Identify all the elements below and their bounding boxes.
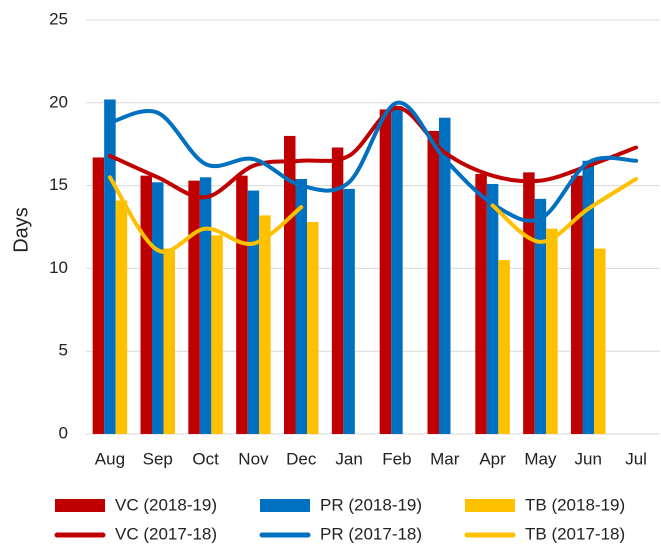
legend-label: TB (2018-19) — [525, 495, 625, 514]
bar — [259, 215, 271, 434]
line — [490, 176, 639, 244]
bar — [199, 177, 212, 434]
bar — [92, 157, 105, 434]
y-tick-label: 20 — [49, 92, 68, 111]
bar — [571, 175, 583, 434]
legend-label: VC (2018-19) — [115, 495, 217, 514]
x-tick-label: Jul — [625, 449, 647, 468]
bar — [498, 260, 510, 434]
x-tick-label: Nov — [238, 449, 269, 468]
legend-swatch — [260, 499, 310, 512]
bar — [331, 147, 344, 434]
x-tick-label: Sep — [143, 449, 173, 468]
line — [107, 175, 304, 254]
bar — [104, 99, 116, 434]
bar — [247, 190, 260, 434]
bar — [211, 235, 223, 434]
y-tick-label: 5 — [59, 341, 68, 360]
bar — [523, 172, 535, 435]
bar — [343, 188, 355, 434]
bar — [486, 183, 499, 434]
bar — [140, 175, 152, 434]
legend-label: PR (2018-19) — [320, 495, 422, 514]
line — [107, 105, 639, 200]
legend-swatch — [55, 499, 105, 512]
x-tick-label: Mar — [430, 449, 460, 468]
bar — [427, 130, 439, 434]
x-tick-label: Jun — [575, 449, 602, 468]
y-tick-label: 10 — [49, 258, 68, 277]
x-tick-label: May — [524, 449, 557, 468]
x-tick-label: Jan — [335, 449, 362, 468]
bar — [307, 222, 319, 434]
bar — [295, 178, 307, 434]
y-tick-label: 15 — [49, 175, 68, 194]
bar — [391, 106, 403, 434]
line — [107, 100, 639, 223]
bar — [284, 135, 296, 435]
legend-swatch — [465, 499, 515, 512]
bar — [594, 248, 606, 434]
x-tick-label: Dec — [286, 449, 317, 468]
bar — [236, 175, 248, 434]
bar — [582, 160, 594, 434]
bar — [152, 182, 164, 434]
x-tick-label: Apr — [479, 449, 506, 468]
y-tick-label: 25 — [49, 9, 68, 28]
y-axis-label: Days — [10, 207, 32, 253]
bar — [475, 174, 487, 434]
bar — [439, 117, 451, 434]
x-tick-label: Feb — [382, 449, 411, 468]
bar — [546, 228, 558, 434]
bar — [188, 180, 200, 434]
bar — [379, 109, 392, 434]
legend-label: VC (2017-18) — [115, 524, 217, 543]
bar — [115, 200, 128, 434]
bar — [534, 198, 547, 434]
x-tick-label: Oct — [192, 449, 219, 468]
bar — [163, 248, 175, 434]
legend-label: PR (2017-18) — [320, 524, 422, 543]
y-tick-label: 0 — [59, 423, 68, 442]
x-tick-label: Aug — [95, 449, 125, 468]
legend-label: TB (2017-18) — [525, 524, 625, 543]
